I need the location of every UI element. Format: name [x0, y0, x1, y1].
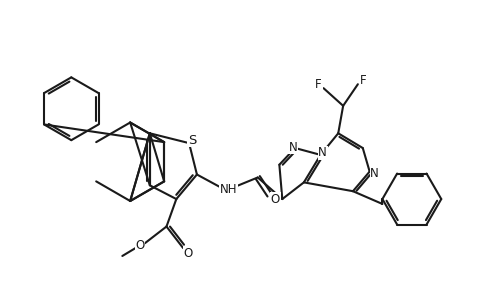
Text: O: O	[136, 239, 145, 252]
Text: N: N	[370, 167, 379, 180]
Text: F: F	[315, 78, 322, 91]
Text: O: O	[271, 193, 280, 206]
Text: N: N	[289, 141, 298, 153]
Text: S: S	[188, 134, 196, 147]
Text: NH: NH	[219, 183, 237, 196]
Text: O: O	[184, 246, 192, 260]
Text: N: N	[318, 146, 327, 159]
Text: F: F	[359, 74, 366, 87]
